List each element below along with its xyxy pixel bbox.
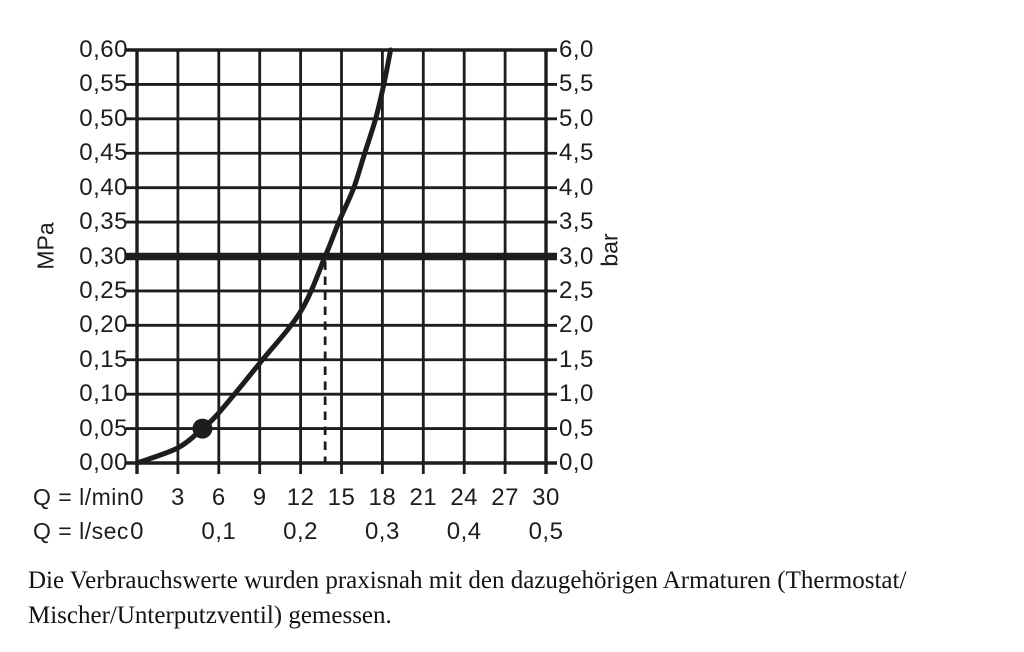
x-lmin-tick-label: 24 [450, 484, 479, 511]
x-lsec-tick-label: 0,4 [446, 518, 482, 545]
y-left-tick-label: 0,35 [79, 208, 128, 236]
caption-line-2: Mischer/Unterputzventil) gemessen. [28, 602, 392, 629]
y-right-tick-label: 1,5 [559, 345, 594, 373]
y-right-tick-label: 5,5 [559, 70, 594, 98]
caption-text: Die Verbrauchswerte wurden praxisnah mit… [28, 563, 988, 633]
y-left-tick-label: 0,30 [79, 242, 128, 270]
y-left-tick-label: 0,15 [79, 345, 128, 373]
y-left-tick-label: 0,00 [79, 449, 128, 476]
curve-marker-dot [192, 418, 213, 439]
x-lsec-tick-label: 0 [130, 518, 144, 545]
y-right-tick-label: 2,5 [559, 276, 594, 304]
x-lsec-tick-label: 0,5 [528, 518, 564, 545]
y-right-tick-label: 0,0 [559, 449, 594, 476]
y-left-tick-label: 0,25 [79, 276, 128, 304]
y-right-axis-title: bar [596, 233, 623, 267]
y-right-tick-label: 6,0 [559, 36, 594, 63]
x-lmin-tick-label: 12 [286, 484, 315, 511]
y-left-tick-label: 0,45 [79, 139, 128, 167]
x-lmin-tick-label: 18 [368, 484, 397, 511]
x-lsec-tick-label: 0,1 [201, 518, 237, 545]
x-lmin-tick-label: 3 [170, 484, 185, 511]
y-right-tick-label: 0,5 [559, 414, 594, 442]
y-left-tick-label: 0,05 [79, 414, 128, 442]
y-left-tick-label: 0,50 [79, 104, 128, 132]
y-right-tick-label: 3,5 [559, 208, 594, 236]
x-lmin-tick-label: 0 [130, 484, 144, 511]
y-left-tick-label: 0,40 [79, 173, 128, 201]
x-lmin-tick-label: 27 [491, 484, 519, 511]
caption-line-1: Die Verbrauchswerte wurden praxisnah mit… [28, 567, 907, 594]
y-left-axis-title: MPa [32, 222, 59, 270]
y-right-tick-label: 3,0 [559, 242, 594, 270]
y-left-tick-label: 0,60 [79, 36, 128, 63]
x-axis-unit-lmin: Q = l/min [33, 484, 131, 510]
y-right-tick-label: 2,0 [559, 311, 594, 339]
y-right-tick-label: 4,0 [559, 173, 594, 201]
x-lmin-tick-label: 21 [409, 484, 438, 511]
x-axis-unit-lsec: Q = l/sec [33, 518, 129, 544]
y-right-tick-label: 1,0 [559, 380, 594, 408]
x-lmin-tick-label: 15 [327, 484, 356, 511]
x-lmin-tick-label: 6 [211, 484, 226, 511]
y-right-tick-label: 5,0 [559, 104, 594, 132]
x-lmin-tick-label: 9 [252, 484, 267, 511]
x-lsec-tick-label: 0,3 [364, 518, 400, 545]
y-left-tick-label: 0,20 [79, 311, 128, 339]
y-right-tick-label: 4,5 [559, 139, 594, 167]
y-left-tick-label: 0,10 [79, 380, 128, 408]
y-left-tick-label: 0,55 [79, 70, 128, 98]
x-lmin-tick-label: 30 [532, 484, 560, 511]
x-lsec-tick-label: 0,2 [283, 518, 319, 545]
